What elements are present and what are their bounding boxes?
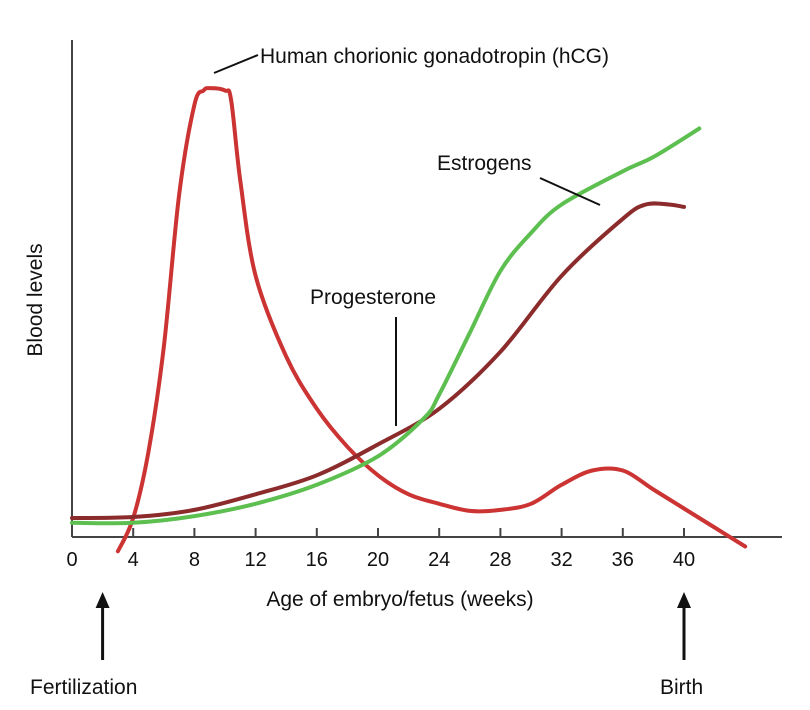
x-tick-label: 28 (489, 549, 511, 571)
marker-arrow-head (677, 592, 691, 608)
series-lines (70, 86, 748, 554)
x-tick-label: 16 (306, 549, 328, 571)
hcg-line (115, 86, 748, 554)
x-tick-label: 36 (612, 549, 634, 571)
x-ticks: 0 4 8 12 16 20 24 28 32 36 40 (66, 528, 695, 571)
event-markers (95, 592, 691, 660)
x-tick-label: 40 (673, 549, 695, 571)
x-tick-label: 20 (367, 549, 389, 571)
progesterone-label: Progesterone (310, 286, 436, 309)
x-tick-label: 8 (189, 549, 200, 571)
hcg-label: Human chorionic gonadotropin (hCG) (260, 45, 609, 68)
birth-label: Birth (660, 676, 703, 699)
fertilization-label: Fertilization (30, 676, 137, 699)
x-axis-title: Age of embryo/fetus (weeks) (266, 588, 533, 611)
marker-arrow-head (95, 592, 110, 608)
x-tick-label: 32 (550, 549, 572, 571)
y-axis-title: Blood levels (24, 243, 47, 356)
progesterone-line (70, 201, 686, 520)
estrogens-leader (539, 177, 601, 206)
x-tick-label: 0 (66, 549, 77, 571)
x-tick-label: 24 (428, 549, 450, 571)
annotation-leaders (213, 54, 601, 426)
estrogens-label: Estrogens (437, 152, 532, 175)
x-tick-label: 4 (128, 549, 139, 571)
estrogens-line (70, 126, 702, 526)
hcg-leader (213, 54, 259, 74)
x-tick-label: 12 (244, 549, 266, 571)
